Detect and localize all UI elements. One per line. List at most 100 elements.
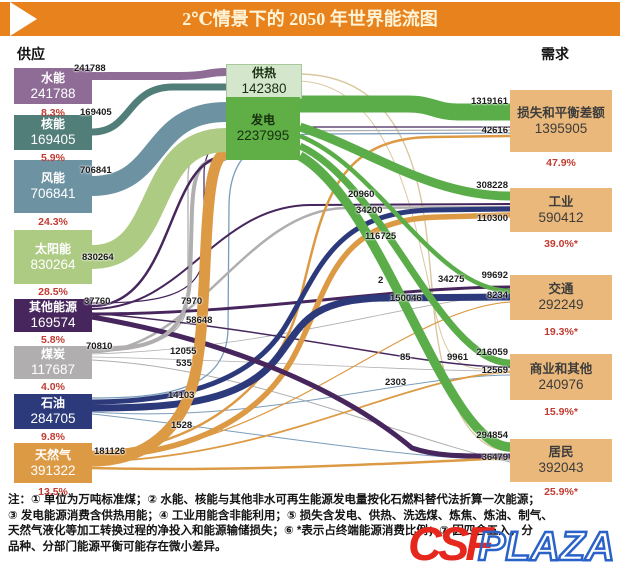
footnote-line: 注：① 单位为万吨标准煤；② 水能、核能与其他非水可再生能源发电量按化石燃料替代… [8,494,540,506]
node-label: 其他能源 [28,300,77,314]
demand-percent-loss: 47.9% [546,157,576,169]
flow-value-label: 9961 [447,352,469,363]
supply-percent-coal: 4.0% [41,381,65,393]
flow-value-label: 241788 [74,63,106,74]
node-value: 240976 [538,376,584,392]
node-value: 142380 [241,81,287,96]
watermark-csf-text: CSF [408,517,494,566]
supply-node-wind: 风能 706841 [14,160,92,213]
node-label: 核能 [40,117,65,131]
supply-percent-hydro: 8.3% [41,107,65,119]
footnote-line: 天然气液化等加工转换过程的净投入和能源输储损失；⑥ *表示占终端能源消费比例；⑦… [8,525,533,537]
flow-value-label: 8234 [486,290,508,301]
flow-value-label: 216059 [476,347,508,358]
node-value: 241788 [30,85,76,101]
node-label: 发电 [250,113,275,127]
node-label: 供热 [251,66,276,80]
flow-value-label: 169405 [80,107,112,118]
flow-value-label: 116725 [365,231,397,242]
demand-percent-transport: 19.3%* [544,326,578,338]
node-value: 2237995 [236,128,290,143]
flow-value-label: 37760 [84,296,111,307]
flow-value-label: 85 [400,352,411,363]
node-value: 830264 [30,256,76,272]
supply-node-oil: 石油 284705 [14,394,92,429]
flow-value-label: 2 [378,275,384,286]
node-label: 损失和平衡差额 [517,105,605,120]
supply-percent-wind: 24.3% [38,216,68,228]
flow-value-label: 2303 [385,377,407,388]
node-label: 商业和其他 [529,361,593,376]
supply-percent-other: 5.8% [41,334,65,346]
node-label: 交通 [548,282,574,296]
node-label: 水能 [40,70,65,85]
flow-value-label: 99692 [481,270,508,281]
flow-value-label: 12569 [481,365,508,376]
page-title: 2℃情景下的 2050 年世界能流图 [182,9,438,29]
flow-value-label: 42616 [481,125,508,136]
flow-value-label: 14103 [168,390,195,401]
node-value: 706841 [30,186,76,201]
node-label: 风能 [40,171,65,185]
banner-notch-decoration [10,2,37,36]
node-value: 391322 [30,462,76,478]
flow-value-label: 1319161 [471,96,508,107]
footnote-line: ③ 发电能源消费含供热用能；④ 工业用能含非能利用；⑤ 损失含发电、供热、洗选煤… [8,509,553,522]
node-label: 太阳能 [34,241,71,256]
node-label: 工业 [548,194,574,209]
node-value: 392043 [538,460,584,475]
node-value: 284705 [30,411,76,426]
node-value: 169405 [30,132,76,147]
footnotes: 注：① 单位为万吨标准煤；② 水能、核能与其他非水可再生能源发电量按化石燃料替代… [8,493,616,555]
footnote-line: 品种、分部门能源平衡可能存在微小差异。 [8,540,227,553]
demand-percent-commercial: 15.9%* [544,406,578,418]
supply-percent-oil: 9.8% [41,431,65,443]
flow-value-label: 294854 [476,430,508,441]
flow-value-label: 308228 [476,180,508,191]
supply-node-other: 其他能源 169574 [14,299,92,332]
flow-value-label: 58648 [186,315,213,326]
node-value: 590412 [538,209,584,225]
middle-node-power: 发电 2237995 [226,97,300,160]
flow-value-label: 535 [176,358,192,369]
flow-value-label: 706841 [80,165,112,176]
node-value: 1395905 [534,120,588,136]
title-banner: 2℃情景下的 2050 年世界能流图 [0,2,620,36]
demand-node-residential: 居民 392043 [510,439,612,482]
demand-node-commercial: 商业和其他 240976 [510,354,612,400]
node-label: 煤炭 [40,347,65,361]
supply-column-label: 供应 [17,46,45,62]
demand-column-label: 需求 [541,46,569,62]
supply-percent-nuclear: 5.9% [41,152,65,164]
node-value: 117687 [30,362,76,377]
flow-value-label: 1528 [171,420,193,431]
demand-percent-industry: 39.0%* [544,238,578,250]
demand-node-transport: 交通 292249 [510,275,612,320]
supply-percent-solar: 28.5% [38,286,68,298]
watermark-plaza-text: PLAZA [477,522,616,566]
supply-node-solar: 太阳能 830264 [14,230,92,284]
flow-value-label: 20960 [348,189,375,200]
node-label: 居民 [548,445,574,459]
supply-percent-gas: 13.5% [38,486,68,498]
flow-value-label: 150046 [390,293,422,304]
supply-node-hydro: 水能 241788 [14,68,92,104]
demand-percent-residential: 25.9%* [544,486,578,498]
demand-node-loss: 损失和平衡差额 1395905 [510,90,612,152]
flow-value-label: 7970 [181,296,203,307]
middle-node-heat: 供热 142380 [226,64,302,99]
node-value: 169574 [30,315,76,330]
flow-value-label: 34200 [356,205,383,216]
flow-value-label: 110300 [476,213,508,224]
csf-plaza-watermark: CSFPLAZA [408,516,616,566]
flow-value-label: 34275 [438,274,465,285]
node-value: 292249 [538,297,584,312]
demand-node-industry: 工业 590412 [510,188,612,232]
supply-node-gas: 天然气 391322 [14,443,92,483]
flow-value-label: 70810 [86,341,113,352]
flow-value-label: 181126 [94,446,126,457]
node-label: 天然气 [34,447,71,462]
flow-value-label: 36479 [481,452,508,463]
